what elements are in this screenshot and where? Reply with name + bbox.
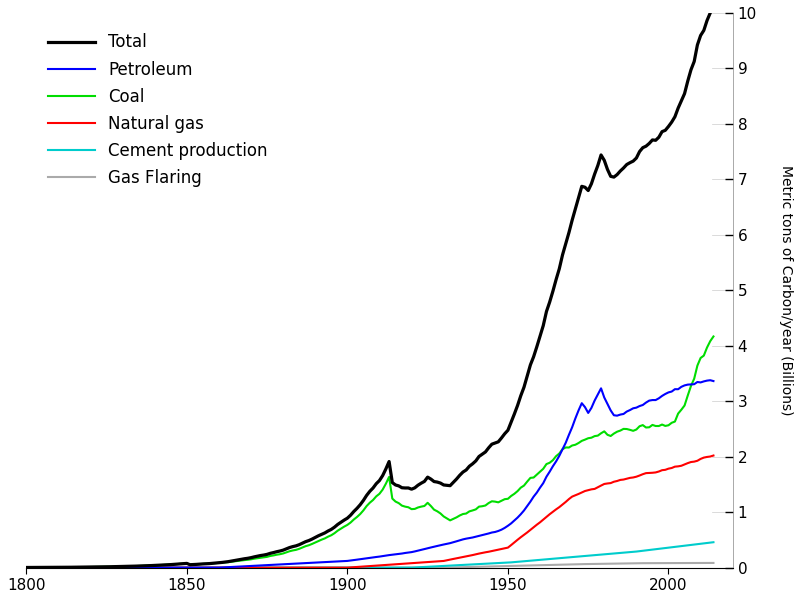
Legend: Total, Petroleum, Coal, Natural gas, Cement production, Gas Flaring: Total, Petroleum, Coal, Natural gas, Cem… bbox=[42, 27, 274, 194]
Y-axis label: Metric tons of Carbon/year (Billions): Metric tons of Carbon/year (Billions) bbox=[779, 165, 793, 416]
